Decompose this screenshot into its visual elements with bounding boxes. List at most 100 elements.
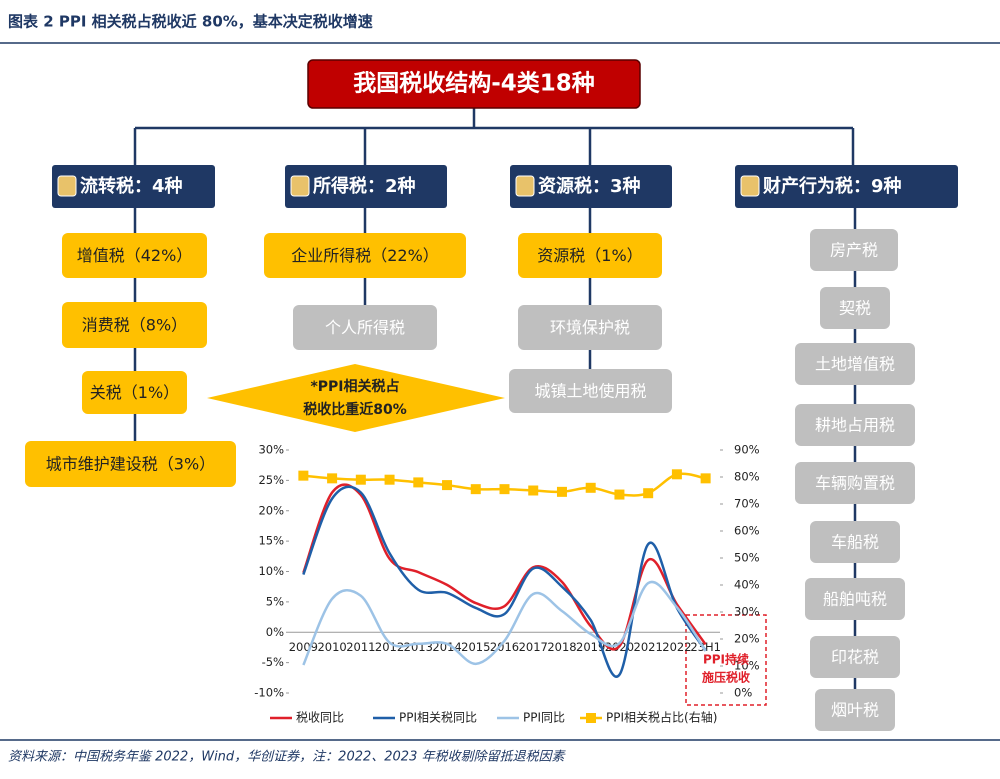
x-tick-label: 2019 bbox=[576, 640, 605, 654]
y2-tick-label: 70% bbox=[734, 497, 760, 511]
item-label: 印花税 bbox=[831, 648, 879, 667]
item-box bbox=[82, 371, 187, 414]
series-marker bbox=[700, 473, 711, 484]
item-box bbox=[509, 369, 672, 413]
series-line bbox=[302, 483, 707, 651]
header-title: 图表 2 PPI 相关税占税收近 80%，基本决定税收增速 bbox=[8, 13, 373, 31]
series-marker bbox=[298, 470, 309, 481]
item-label: 车船税 bbox=[831, 533, 879, 552]
item-label: 车辆购置税 bbox=[815, 474, 895, 493]
item-label: 企业所得税（22%） bbox=[291, 246, 439, 265]
root-box bbox=[307, 59, 641, 109]
y-tick-label: 0% bbox=[266, 625, 284, 639]
group-box bbox=[52, 165, 215, 208]
group-icon bbox=[515, 175, 535, 197]
y-tick-label: -5% bbox=[262, 655, 284, 669]
x-tick-label: 2009 bbox=[289, 640, 318, 654]
x-tick-label: 2021 bbox=[634, 640, 663, 654]
legend-marker bbox=[586, 713, 596, 723]
series-marker bbox=[355, 474, 366, 485]
item-box bbox=[805, 578, 905, 620]
y2-tick-label: 20% bbox=[734, 632, 760, 646]
callout-diamond bbox=[207, 364, 505, 432]
item-box bbox=[810, 229, 898, 271]
item-label: 增值税（42%） bbox=[77, 246, 193, 265]
y-tick-label: 5% bbox=[266, 594, 284, 608]
group-icon bbox=[57, 175, 77, 197]
annotation-text: PPI持续 bbox=[703, 652, 749, 667]
series-marker bbox=[556, 486, 567, 497]
x-tick-label: 23H1 bbox=[690, 640, 721, 654]
series-marker bbox=[442, 480, 453, 491]
item-label: 耕地占用税 bbox=[815, 416, 895, 435]
item-box bbox=[62, 233, 207, 278]
y-tick-label: -10% bbox=[254, 686, 284, 700]
series-line bbox=[302, 485, 707, 678]
series-line bbox=[302, 580, 707, 666]
y-tick-label: 10% bbox=[258, 564, 284, 578]
series-marker bbox=[614, 489, 625, 500]
series-marker bbox=[384, 474, 395, 485]
item-box bbox=[810, 521, 900, 563]
item-box bbox=[795, 404, 915, 446]
y2-tick-label: 60% bbox=[734, 524, 760, 538]
legend-label: PPI相关税同比 bbox=[399, 711, 477, 725]
y2-tick-label: 10% bbox=[734, 659, 760, 673]
annotation-text: 施压税收 bbox=[702, 670, 750, 685]
group-icon bbox=[290, 175, 310, 197]
x-tick-label: 2018 bbox=[547, 640, 576, 654]
y2-tick-label: 30% bbox=[734, 605, 760, 619]
x-tick-label: 2010 bbox=[317, 640, 346, 654]
x-tick-label: 2011 bbox=[346, 640, 375, 654]
root-label: 我国税收结构-4类18种 bbox=[353, 70, 595, 97]
item-box bbox=[810, 636, 900, 678]
series-marker bbox=[528, 485, 539, 496]
group-label: 所得税：2种 bbox=[313, 175, 416, 197]
item-box bbox=[820, 287, 890, 329]
group-box bbox=[285, 165, 447, 208]
x-tick-label: 2017 bbox=[519, 640, 548, 654]
item-box bbox=[795, 343, 915, 385]
x-tick-label: 2022 bbox=[662, 640, 691, 654]
item-box bbox=[264, 233, 466, 278]
item-box bbox=[518, 233, 662, 278]
item-box bbox=[62, 302, 207, 348]
group-box bbox=[735, 165, 958, 208]
series-marker bbox=[499, 484, 510, 495]
item-label: 契税 bbox=[839, 299, 871, 318]
y-tick-label: 15% bbox=[258, 534, 284, 548]
x-tick-label: 2012 bbox=[375, 640, 404, 654]
group-label: 资源税：3种 bbox=[538, 175, 641, 197]
item-label: 烟叶税 bbox=[831, 701, 879, 720]
item-label: 资源税（1%） bbox=[537, 246, 642, 265]
item-label: 消费税（8%） bbox=[82, 316, 187, 335]
y2-tick-label: 40% bbox=[734, 578, 760, 592]
group-label: 财产行为税：9种 bbox=[763, 175, 902, 197]
series-marker bbox=[470, 484, 481, 495]
series-marker bbox=[413, 477, 424, 488]
item-label: 房产税 bbox=[830, 241, 878, 260]
item-label: 环境保护税 bbox=[550, 318, 630, 337]
item-label: 关税（1%） bbox=[90, 383, 179, 402]
y-tick-label: 30% bbox=[258, 443, 284, 457]
item-label: 城镇土地使用税 bbox=[534, 382, 646, 401]
item-box bbox=[293, 305, 437, 350]
legend-label: 税收同比 bbox=[296, 711, 344, 725]
legend-label: PPI同比 bbox=[523, 711, 565, 725]
group-label: 流转税：4种 bbox=[80, 175, 183, 197]
y-tick-label: 25% bbox=[258, 473, 284, 487]
item-box bbox=[518, 305, 662, 350]
item-label: 土地增值税 bbox=[815, 355, 895, 374]
item-label: 船舶吨税 bbox=[823, 590, 887, 609]
y2-tick-label: 90% bbox=[734, 443, 760, 457]
item-box bbox=[25, 441, 236, 487]
item-label: 个人所得税 bbox=[325, 318, 405, 337]
series-marker bbox=[327, 473, 338, 484]
y2-tick-label: 50% bbox=[734, 551, 760, 565]
x-tick-label: 2015 bbox=[461, 640, 490, 654]
series-marker bbox=[643, 488, 654, 499]
item-label: 城市维护建设税（3%） bbox=[46, 455, 215, 474]
group-icon bbox=[740, 175, 760, 197]
item-box bbox=[795, 462, 915, 504]
